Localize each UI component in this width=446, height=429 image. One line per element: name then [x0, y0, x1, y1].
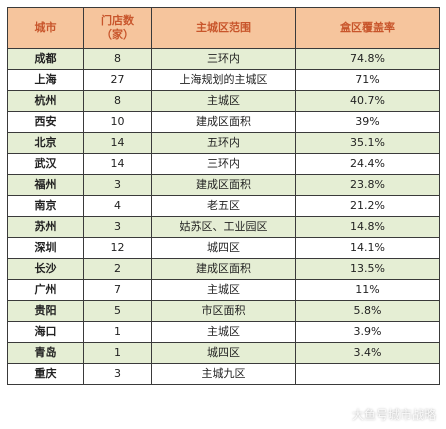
- header-stores-line1: 门店数: [101, 14, 134, 27]
- table-row: 北京 14 五环内 35.1%: [7, 132, 440, 154]
- table-row: 上海 27 上海规划的主城区 71%: [7, 69, 440, 91]
- cell-stores: 4: [83, 195, 152, 217]
- cell-range: 城四区: [151, 342, 296, 364]
- table-row: 苏州 3 姑苏区、工业园区 14.8%: [7, 216, 440, 238]
- table-row: 海口 1 主城区 3.9%: [7, 321, 440, 343]
- table-row: 重庆 3 主城九区: [7, 363, 440, 385]
- cell-range: 建成区面积: [151, 174, 296, 196]
- cell-city: 成都: [7, 48, 84, 70]
- header-city: 城市: [7, 7, 84, 49]
- cell-city: 青岛: [7, 342, 84, 364]
- cell-city: 贵阳: [7, 300, 84, 322]
- cell-coverage: 39%: [295, 111, 440, 133]
- cell-city: 深圳: [7, 237, 84, 259]
- table-row: 深圳 12 城四区 14.1%: [7, 237, 440, 259]
- cell-coverage: 24.4%: [295, 153, 440, 175]
- cell-range: 市区面积: [151, 300, 296, 322]
- cell-range: 老五区: [151, 195, 296, 217]
- cell-range: 城四区: [151, 237, 296, 259]
- cell-range: 上海规划的主城区: [151, 69, 296, 91]
- cell-range: 五环内: [151, 132, 296, 154]
- table-row: 贵阳 5 市区面积 5.8%: [7, 300, 440, 322]
- cell-city: 杭州: [7, 90, 84, 112]
- cell-stores: 8: [83, 48, 152, 70]
- cell-stores: 3: [83, 216, 152, 238]
- cell-range: 三环内: [151, 48, 296, 70]
- header-row: 城市 门店数 （家） 主城区范围 盒区覆盖率: [7, 7, 440, 49]
- cell-range: 建成区面积: [151, 258, 296, 280]
- cell-coverage: 3.4%: [295, 342, 440, 364]
- cell-coverage: 3.9%: [295, 321, 440, 343]
- header-coverage: 盒区覆盖率: [295, 7, 440, 49]
- cell-city: 海口: [7, 321, 84, 343]
- header-range: 主城区范围: [151, 7, 296, 49]
- table-row: 青岛 1 城四区 3.4%: [7, 342, 440, 364]
- cell-stores: 3: [83, 174, 152, 196]
- cell-coverage: 40.7%: [295, 90, 440, 112]
- cell-city: 南京: [7, 195, 84, 217]
- cell-city: 重庆: [7, 363, 84, 385]
- watermark: 大鱼号城市战略: [351, 408, 436, 422]
- header-stores-line2: （家）: [101, 28, 134, 41]
- cell-stores: 12: [83, 237, 152, 259]
- cell-coverage: 23.8%: [295, 174, 440, 196]
- table-row: 成都 8 三环内 74.8%: [7, 48, 440, 70]
- cell-stores: 1: [83, 342, 152, 364]
- cell-stores: 3: [83, 363, 152, 385]
- cell-city: 武汉: [7, 153, 84, 175]
- cell-stores: 2: [83, 258, 152, 280]
- cell-range: 主城九区: [151, 363, 296, 385]
- cell-city: 福州: [7, 174, 84, 196]
- cell-coverage: 14.8%: [295, 216, 440, 238]
- cell-range: 建成区面积: [151, 111, 296, 133]
- cell-stores: 5: [83, 300, 152, 322]
- table-row: 福州 3 建成区面积 23.8%: [7, 174, 440, 196]
- table-row: 武汉 14 三环内 24.4%: [7, 153, 440, 175]
- table-row: 南京 4 老五区 21.2%: [7, 195, 440, 217]
- cell-range: 姑苏区、工业园区: [151, 216, 296, 238]
- cell-city: 长沙: [7, 258, 84, 280]
- cell-city: 苏州: [7, 216, 84, 238]
- cell-coverage: [295, 363, 440, 385]
- table-body: 成都 8 三环内 74.8% 上海 27 上海规划的主城区 71% 杭州 8 主城区 40.7% 西安 1…: [7, 48, 440, 385]
- cell-coverage: 14.1%: [295, 237, 440, 259]
- table-row: 杭州 8 主城区 40.7%: [7, 90, 440, 112]
- cell-coverage: 71%: [295, 69, 440, 91]
- cell-coverage: 74.8%: [295, 48, 440, 70]
- cell-stores: 7: [83, 279, 152, 301]
- table-row: 长沙 2 建成区面积 13.5%: [7, 258, 440, 280]
- cell-coverage: 21.2%: [295, 195, 440, 217]
- cell-stores: 14: [83, 153, 152, 175]
- cell-city: 北京: [7, 132, 84, 154]
- cell-city: 广州: [7, 279, 84, 301]
- table-row: 广州 7 主城区 11%: [7, 279, 440, 301]
- cell-coverage: 11%: [295, 279, 440, 301]
- cell-coverage: 35.1%: [295, 132, 440, 154]
- cell-stores: 14: [83, 132, 152, 154]
- cell-range: 三环内: [151, 153, 296, 175]
- cell-stores: 10: [83, 111, 152, 133]
- cell-coverage: 13.5%: [295, 258, 440, 280]
- cell-stores: 1: [83, 321, 152, 343]
- table-row: 西安 10 建成区面积 39%: [7, 111, 440, 133]
- cell-stores: 27: [83, 69, 152, 91]
- cell-stores: 8: [83, 90, 152, 112]
- cell-range: 主城区: [151, 90, 296, 112]
- header-stores: 门店数 （家）: [83, 7, 152, 49]
- table-header: 城市 门店数 （家） 主城区范围 盒区覆盖率: [7, 7, 440, 49]
- cell-city: 上海: [7, 69, 84, 91]
- coverage-table: 城市 门店数 （家） 主城区范围 盒区覆盖率 成都 8 三环内 74.8% 上海 27 上海…: [7, 7, 440, 385]
- cell-range: 主城区: [151, 321, 296, 343]
- cell-city: 西安: [7, 111, 84, 133]
- cell-range: 主城区: [151, 279, 296, 301]
- cell-coverage: 5.8%: [295, 300, 440, 322]
